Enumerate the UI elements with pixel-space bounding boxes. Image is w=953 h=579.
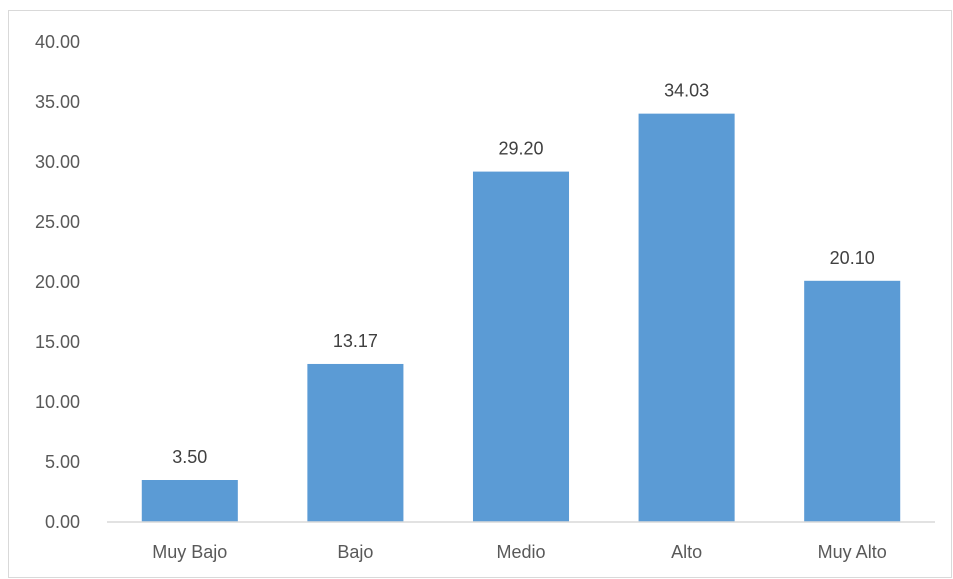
x-category-label: Alto <box>671 542 702 562</box>
y-tick-label: 30.00 <box>35 152 80 172</box>
y-tick-label: 15.00 <box>35 332 80 352</box>
y-tick-label: 10.00 <box>35 392 80 412</box>
data-label: 13.17 <box>333 331 378 351</box>
x-category-label: Muy Bajo <box>152 542 227 562</box>
data-label: 3.50 <box>172 447 207 467</box>
data-label: 34.03 <box>664 81 709 101</box>
bar-muy-bajo <box>141 480 238 522</box>
bar-medio <box>472 171 570 522</box>
y-tick-label: 5.00 <box>45 452 80 472</box>
data-label: 20.10 <box>830 248 875 268</box>
data-label: 29.20 <box>498 139 543 159</box>
y-tick-label: 40.00 <box>35 32 80 52</box>
bar-alto <box>638 113 735 522</box>
y-tick-label: 25.00 <box>35 212 80 232</box>
y-tick-label: 20.00 <box>35 272 80 292</box>
bar-muy-alto <box>804 280 901 522</box>
y-tick-label: 35.00 <box>35 92 80 112</box>
x-category-label: Medio <box>496 542 545 562</box>
x-category-label: Bajo <box>337 542 373 562</box>
bar-bajo <box>307 363 404 522</box>
y-tick-label: 0.00 <box>45 512 80 532</box>
x-category-label: Muy Alto <box>818 542 887 562</box>
